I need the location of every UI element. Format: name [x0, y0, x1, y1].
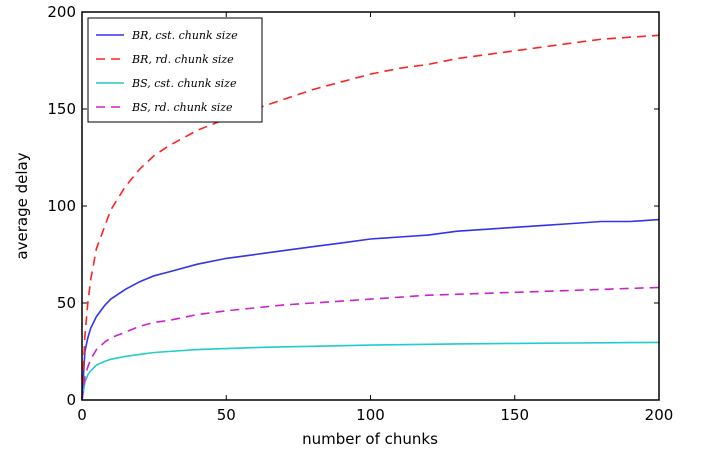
y-tick-label: 200	[47, 3, 76, 21]
series-line-1	[81, 218, 660, 401]
series-line-2	[81, 34, 660, 401]
y-tick-label: 0	[66, 391, 76, 409]
x-tick-label: 100	[356, 406, 385, 424]
legend-label: BS, rd. chunk size	[131, 101, 233, 114]
y-tick-label: 50	[57, 294, 76, 312]
legend-label: BS, cst. chunk size	[131, 77, 237, 90]
x-axis-label: number of chunks	[302, 430, 438, 448]
x-tick-label: 150	[500, 406, 529, 424]
plot-lines	[81, 34, 660, 401]
y-axis-label: average delay	[13, 152, 31, 259]
legend: BR, cst. chunk size BR, rd. chunk size BS,…	[87, 17, 263, 123]
x-tick-label: 50	[217, 406, 236, 424]
y-tick-label: 150	[47, 100, 76, 118]
series-line-3	[81, 341, 660, 401]
legend-label: BR, rd. chunk size	[131, 53, 234, 66]
legend-label: BR, cst. chunk size	[131, 29, 238, 42]
axis-ticks: 0 50 100 150 200 0 50 100 150 200	[47, 3, 673, 424]
y-tick-label: 100	[47, 197, 76, 215]
x-tick-label: 200	[645, 406, 674, 424]
x-tick-label: 0	[77, 406, 87, 424]
